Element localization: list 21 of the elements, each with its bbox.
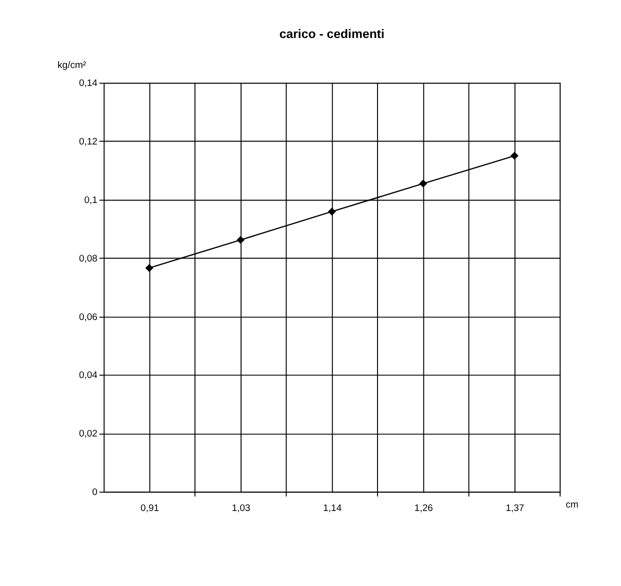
x-axis-title: cm (566, 499, 578, 510)
point (236, 236, 245, 244)
y-tick-label: 0,04 (78, 370, 98, 382)
y-tick-label: 0,08 (78, 253, 98, 264)
chart-title: carico - cedimenti (279, 27, 384, 42)
x-tick-label: 1,14 (323, 503, 342, 514)
y-tick-label: 0 (92, 487, 98, 498)
point (145, 264, 154, 272)
x-tick-label: 1,03 (232, 503, 250, 514)
y-tick-label: 0,12 (78, 136, 98, 148)
x-tick-label: 0,91 (140, 503, 160, 514)
point (510, 152, 518, 160)
point (419, 180, 428, 188)
y-axis-title: kg/cm² (58, 60, 86, 72)
x-tick-label: 1,37 (506, 503, 524, 514)
y-tick-label: 0,14 (78, 78, 98, 90)
x-tick-label: 1,26 (414, 503, 433, 514)
y-tick-label: 0,06 (78, 312, 98, 323)
point (328, 208, 336, 216)
y-tick-label: 0,1 (84, 194, 98, 206)
y-tick-label: 0,02 (78, 428, 98, 440)
